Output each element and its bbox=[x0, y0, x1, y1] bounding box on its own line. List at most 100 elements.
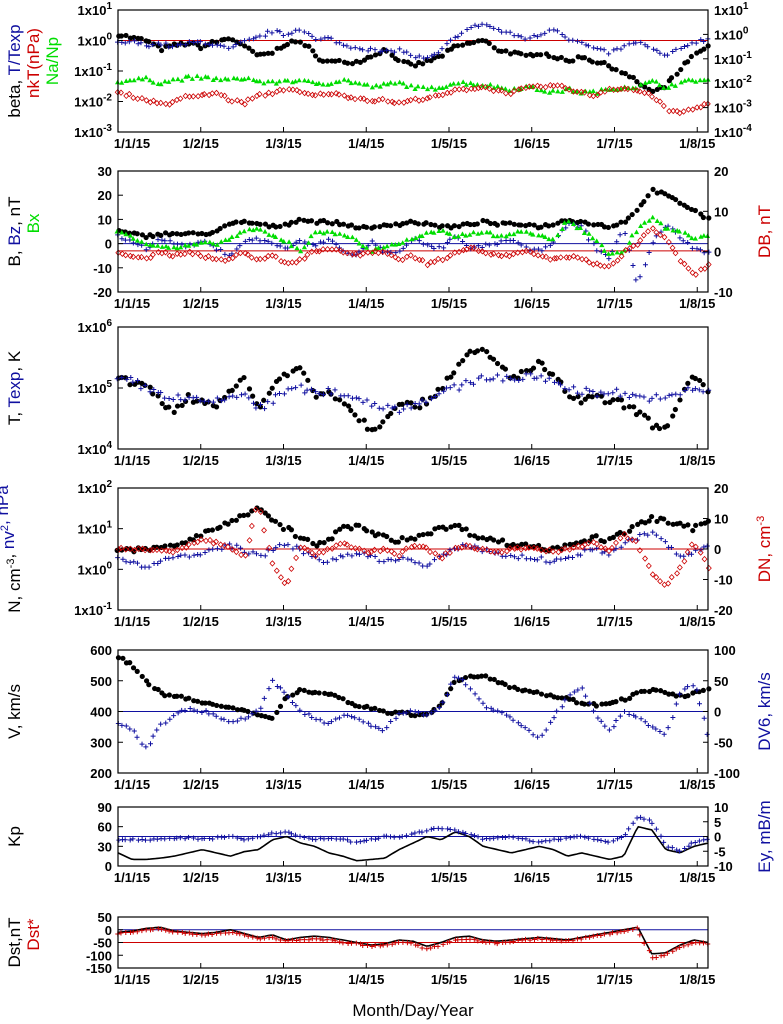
data-point bbox=[301, 937, 307, 943]
data-point bbox=[292, 39, 299, 45]
data-point bbox=[585, 539, 592, 547]
data-point bbox=[356, 716, 362, 722]
x-tick-label: 1/5/15 bbox=[431, 296, 467, 311]
data-point bbox=[626, 826, 632, 832]
data-point bbox=[244, 96, 251, 103]
data-point bbox=[253, 405, 259, 411]
data-point bbox=[226, 704, 232, 710]
y-tick-label: 1x10-1 bbox=[74, 601, 112, 618]
data-point bbox=[538, 32, 544, 38]
data-point bbox=[273, 88, 280, 95]
data-point bbox=[207, 239, 213, 245]
data-point bbox=[697, 701, 703, 707]
data-point bbox=[475, 834, 481, 840]
data-point bbox=[480, 938, 486, 944]
data-point bbox=[329, 229, 335, 235]
data-point bbox=[483, 241, 489, 247]
data-point bbox=[451, 370, 457, 376]
data-point bbox=[638, 223, 644, 229]
x-tick-label: 1/3/15 bbox=[265, 296, 301, 311]
data-point bbox=[262, 237, 268, 243]
data-point bbox=[150, 97, 157, 104]
data-point bbox=[690, 387, 696, 393]
data-point bbox=[630, 926, 636, 932]
data-point bbox=[419, 945, 425, 951]
data-point bbox=[673, 693, 679, 699]
data-point bbox=[642, 520, 648, 526]
y-tick-label: -20 bbox=[93, 285, 112, 300]
data-point bbox=[182, 707, 188, 713]
data-point bbox=[191, 835, 197, 841]
data-point bbox=[169, 253, 176, 260]
data-point bbox=[292, 533, 298, 540]
data-point bbox=[130, 379, 136, 385]
data-point bbox=[207, 536, 213, 544]
y-tick-label: 1x10-2 bbox=[74, 93, 112, 110]
data-point bbox=[148, 741, 154, 747]
data-point bbox=[681, 260, 688, 268]
data-point bbox=[618, 397, 625, 403]
data-point bbox=[344, 43, 350, 49]
data-point bbox=[138, 40, 144, 46]
data-point bbox=[139, 928, 145, 934]
data-point bbox=[345, 712, 351, 718]
data-point bbox=[155, 560, 161, 566]
data-point bbox=[254, 551, 260, 557]
data-point bbox=[274, 683, 280, 689]
data-point bbox=[388, 223, 394, 229]
data-point bbox=[636, 547, 643, 554]
data-point bbox=[594, 60, 601, 66]
data-point bbox=[308, 218, 315, 224]
data-point bbox=[174, 546, 181, 554]
data-point bbox=[401, 406, 407, 412]
data-point bbox=[601, 263, 608, 270]
data-point bbox=[516, 378, 522, 384]
data-point bbox=[689, 551, 695, 557]
data-point bbox=[182, 397, 188, 403]
data-point bbox=[379, 95, 386, 103]
data-point bbox=[511, 554, 517, 560]
panel-velocity: 1/1/15 1/2/15 1/3/15 1/4/15 1/5/15 1/6/15 1/7/… bbox=[114, 649, 715, 792]
data-point bbox=[257, 238, 263, 244]
data-point bbox=[198, 75, 204, 81]
data-point bbox=[441, 388, 447, 394]
data-point bbox=[134, 668, 140, 674]
data-point bbox=[363, 224, 370, 230]
data-point bbox=[629, 524, 635, 530]
x-tick-label: 1/8/15 bbox=[679, 972, 715, 987]
data-point bbox=[510, 834, 516, 840]
data-point bbox=[672, 83, 679, 88]
data-point bbox=[538, 52, 544, 58]
data-point bbox=[177, 835, 183, 841]
data-point bbox=[522, 725, 528, 731]
data-point bbox=[218, 91, 225, 99]
data-point bbox=[486, 40, 492, 46]
x-tick-label: 1/6/15 bbox=[514, 136, 550, 151]
data-point bbox=[357, 839, 363, 845]
data-point bbox=[486, 85, 493, 92]
data-point bbox=[622, 390, 628, 396]
data-point bbox=[399, 548, 406, 555]
data-point bbox=[514, 249, 521, 256]
data-point bbox=[495, 83, 501, 89]
data-point bbox=[387, 80, 394, 85]
data-point bbox=[535, 935, 541, 941]
data-point bbox=[543, 693, 550, 699]
data-point bbox=[360, 399, 366, 405]
data-point bbox=[523, 247, 530, 255]
data-point bbox=[320, 91, 327, 98]
data-point bbox=[257, 508, 264, 516]
data-point bbox=[206, 91, 213, 99]
data-point bbox=[558, 556, 564, 562]
data-point bbox=[575, 687, 581, 693]
data-point bbox=[598, 932, 604, 938]
data-point bbox=[677, 235, 683, 241]
data-point bbox=[274, 45, 280, 51]
data-point bbox=[130, 253, 137, 260]
data-point bbox=[158, 232, 164, 238]
data-point bbox=[611, 47, 617, 53]
x-tick-label: 1/3/15 bbox=[265, 870, 301, 885]
data-point bbox=[384, 547, 391, 554]
data-point bbox=[337, 939, 343, 945]
data-point bbox=[611, 724, 617, 730]
